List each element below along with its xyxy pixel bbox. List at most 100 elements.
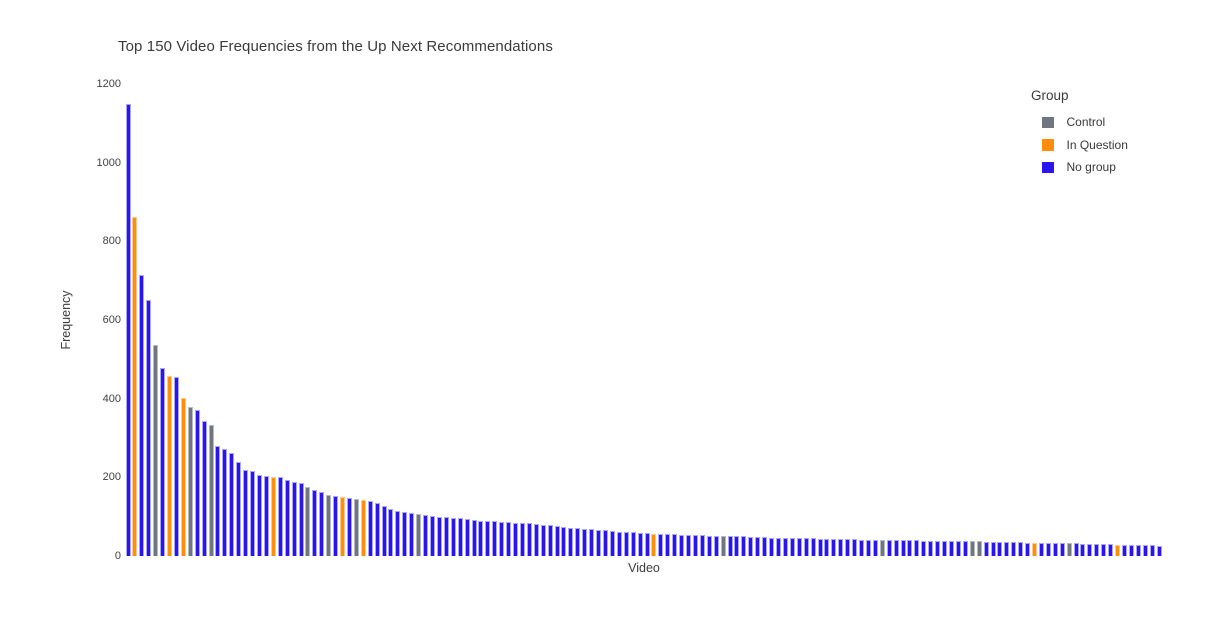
y-axis-title: Frequency [59, 290, 73, 350]
chart-bar [471, 519, 477, 556]
chart-bar [692, 535, 698, 556]
legend: Group Control In Question No group [1031, 88, 1128, 179]
chart-bar [229, 452, 235, 556]
chart-bar [326, 495, 332, 556]
chart-bar [215, 445, 221, 556]
legend-label: No group [1066, 160, 1116, 175]
legend-swatch-icon [1042, 116, 1054, 128]
chart-bar [859, 539, 865, 556]
chart-bar [1052, 543, 1058, 556]
chart-bar [402, 511, 408, 556]
bars-container [125, 84, 1165, 556]
chart-bar [1066, 543, 1072, 556]
chart-bar [1025, 542, 1031, 556]
chart-bar [173, 377, 179, 556]
chart-bar [852, 539, 858, 556]
chart-bar [1032, 542, 1038, 556]
y-tick-label: 600 [102, 314, 121, 326]
chart-bar [623, 532, 629, 556]
chart-bar [651, 533, 657, 556]
chart-bar [416, 514, 422, 556]
legend-label: In Question [1066, 137, 1128, 152]
chart-bar [741, 536, 747, 556]
chart-bar [270, 476, 276, 556]
chart-bar [319, 491, 325, 556]
chart-bar [139, 275, 145, 556]
chart-bar [146, 299, 152, 556]
chart-bar [1121, 544, 1127, 556]
chart-bar [547, 525, 553, 556]
chart-title: Top 150 Video Frequencies from the Up Ne… [118, 38, 553, 55]
legend-item: In Question [1031, 134, 1128, 157]
chart-bar [333, 496, 339, 556]
y-tick-label: 1000 [96, 156, 121, 169]
chart-bar [865, 539, 871, 556]
chart-bar [990, 541, 996, 556]
chart-bar [1045, 543, 1051, 556]
chart-bar [374, 502, 380, 556]
chart-bar [423, 515, 429, 556]
chart-bar [277, 477, 283, 556]
chart-bar [1128, 545, 1134, 556]
chart-bar [201, 420, 207, 556]
chart-bar [824, 538, 830, 556]
chart-bar [340, 497, 346, 556]
legend-title: Group [1031, 88, 1069, 103]
chart-bar [762, 537, 768, 556]
chart-bar [720, 535, 726, 556]
chart-bar [609, 530, 615, 556]
legend-label: Control [1066, 115, 1106, 130]
chart-bar [962, 541, 968, 556]
chart-bar [478, 520, 484, 556]
legend-item: No group [1031, 156, 1128, 179]
chart-bar [1115, 544, 1121, 556]
chart-bar [589, 529, 595, 556]
chart-bar [838, 539, 844, 556]
chart-bar [167, 375, 173, 556]
chart-bar [540, 524, 546, 556]
chart-bar [367, 500, 373, 556]
chart-bar [222, 449, 228, 556]
chart-bar [526, 523, 532, 556]
chart-bar [831, 538, 837, 556]
chart-bar [1080, 543, 1086, 556]
y-tick-label: 800 [102, 235, 121, 248]
chart-bar [256, 475, 262, 556]
legend-swatch-icon [1042, 161, 1054, 173]
chart-bar [699, 535, 705, 556]
y-tick-label: 400 [102, 392, 121, 405]
chart-bar [1073, 543, 1079, 556]
chart-bar [194, 410, 200, 556]
chart-bar [914, 540, 920, 556]
chart-bar [1011, 542, 1017, 556]
chart-bar [630, 532, 636, 556]
chart-bar [575, 528, 581, 556]
chart-bar [153, 345, 159, 556]
chart-bar [845, 539, 851, 556]
chart-bar [775, 537, 781, 556]
chart-bar [187, 407, 193, 556]
chart-bar [208, 425, 214, 556]
chart-bar [1018, 542, 1024, 556]
chart-bar [443, 517, 449, 556]
chart-bar [429, 515, 435, 556]
chart-bar [457, 518, 463, 556]
chart-bar [125, 103, 131, 556]
chart-bar [969, 541, 975, 556]
chart-bar [450, 517, 456, 556]
chart-bar [1094, 544, 1100, 556]
chart-bar [388, 508, 394, 556]
chart-bar [665, 534, 671, 556]
chart-bar [679, 534, 685, 556]
chart-bar [976, 541, 982, 556]
chart-bar [921, 540, 927, 556]
chart-bar [360, 499, 366, 556]
chart-bar [637, 532, 643, 556]
chart-bar [243, 469, 249, 556]
chart-bar [568, 527, 574, 556]
chart-bar [810, 538, 816, 556]
chart-bar [1101, 544, 1107, 556]
chart-bar [1038, 542, 1044, 556]
chart-bar [1156, 545, 1162, 556]
chart-bar [180, 398, 186, 556]
